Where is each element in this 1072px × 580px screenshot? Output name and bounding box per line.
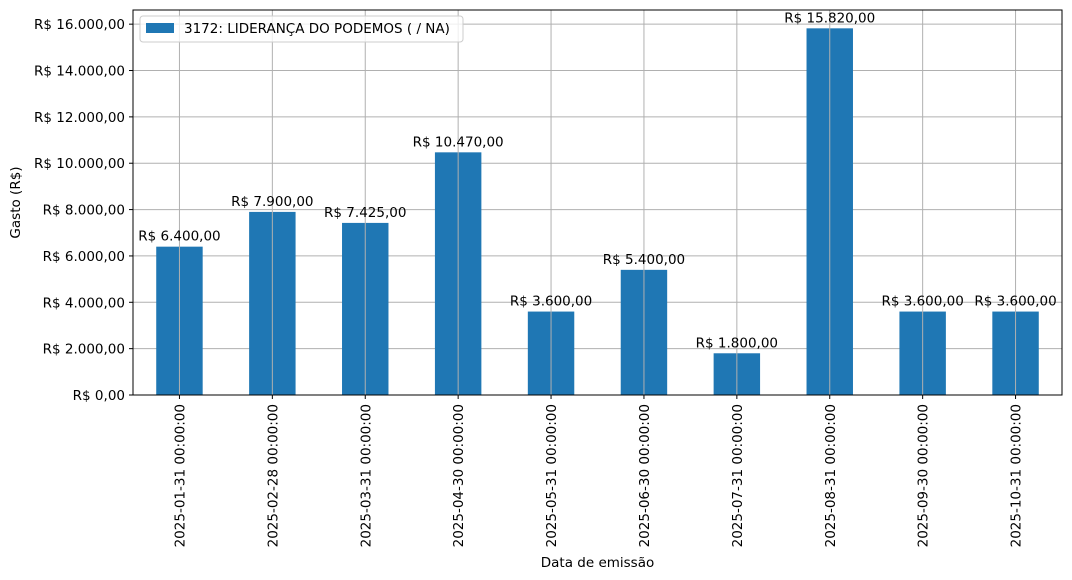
bar-value-label: R$ 3.600,00: [974, 294, 1056, 310]
x-tick-label: 2025-05-31 00:00:00: [544, 404, 560, 547]
x-tick-label: 2025-04-30 00:00:00: [451, 404, 467, 547]
plot-frame: [132, 9, 1063, 396]
legend-swatch: [146, 23, 174, 33]
vertical-grid: [178, 10, 1017, 395]
bar-value-label: R$ 3.600,00: [881, 294, 963, 310]
x-tick-label: 2025-08-31 00:00:00: [823, 404, 839, 547]
bar-value-label: R$ 3.600,00: [510, 294, 592, 310]
bar-value-label: R$ 1.800,00: [696, 335, 778, 351]
x-axis-ticks: 2025-01-31 00:00:00 2025-02-28 00:00:00 20…: [172, 395, 1025, 547]
x-tick-label: 2025-07-31 00:00:00: [730, 404, 746, 547]
y-tick-label: R$ 0,00: [73, 388, 125, 404]
x-tick-label: 2025-02-28 00:00:00: [265, 404, 281, 547]
bar-value-label: R$ 5.400,00: [603, 252, 685, 268]
y-axis-label: Gasto (R$): [8, 166, 24, 238]
x-tick-label: 2025-03-31 00:00:00: [358, 404, 374, 547]
x-tick-label: 2025-01-31 00:00:00: [172, 404, 188, 547]
y-tick-label: R$ 16.000,00: [34, 17, 125, 33]
y-tick-label: R$ 8.000,00: [43, 203, 125, 219]
x-axis-label: Data de emissão: [541, 555, 655, 571]
legend-box: [139, 15, 464, 43]
data-labels: R$ 6.400,00 R$ 7.900,00 R$ 7.425,00 R$ 10.4…: [138, 10, 1056, 351]
y-tick-label: R$ 10.000,00: [34, 156, 125, 172]
bar-value-label: R$ 7.425,00: [324, 205, 406, 221]
y-tick-label: R$ 2.000,00: [43, 342, 125, 358]
legend-label: 3172: LIDERANÇA DO PODEMOS ( / NA): [184, 21, 450, 37]
y-tick-label: R$ 6.000,00: [43, 249, 125, 265]
legend: 3172: LIDERANÇA DO PODEMOS ( / NA): [139, 15, 464, 43]
x-tick-label: 2025-10-31 00:00:00: [1009, 404, 1025, 547]
x-tick-label: 2025-06-30 00:00:00: [637, 404, 653, 547]
bar-value-label: R$ 7.900,00: [231, 194, 313, 210]
y-tick-label: R$ 12.000,00: [34, 110, 125, 126]
y-tick-label: R$ 4.000,00: [43, 295, 125, 311]
y-tick-label: R$ 14.000,00: [34, 64, 125, 80]
x-tick-label: 2025-09-30 00:00:00: [916, 404, 932, 547]
y-axis-ticks: R$ 0,00 R$ 2.000,00 R$ 4.000,00 R$ 6.000,00…: [34, 17, 133, 404]
bar-value-label: R$ 15.820,00: [784, 10, 875, 26]
bar-value-label: R$ 10.470,00: [413, 134, 504, 150]
bar-value-label: R$ 6.400,00: [138, 229, 220, 245]
